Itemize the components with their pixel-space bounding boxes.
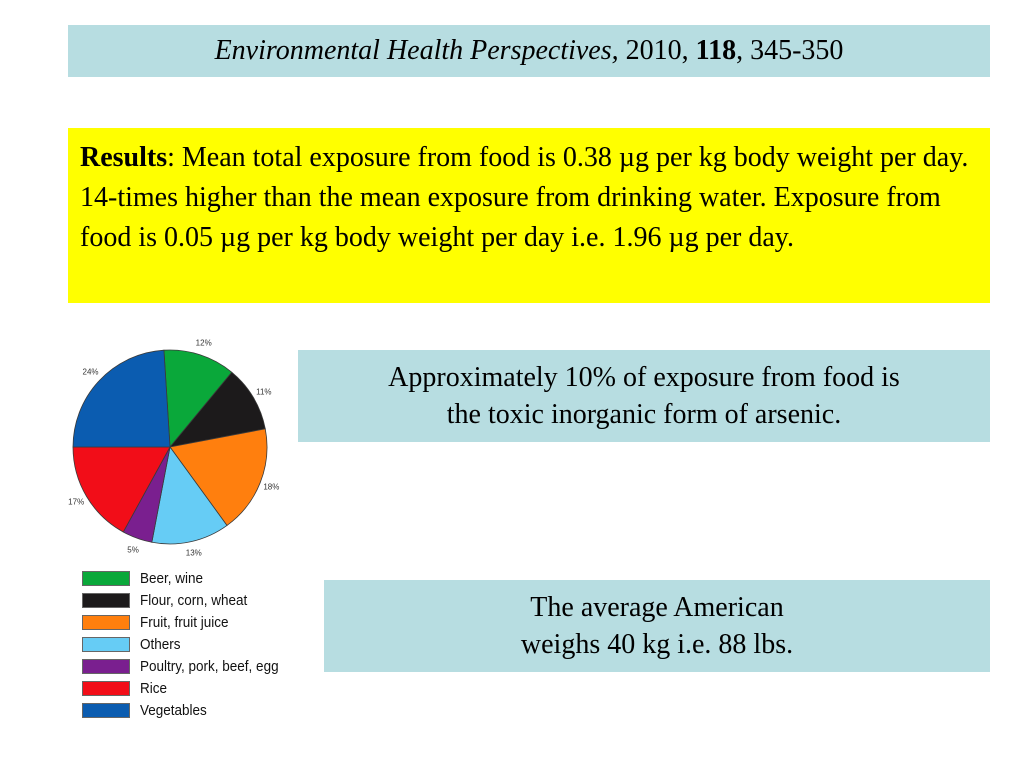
legend-label: Poultry, pork, beef, egg [140,657,279,675]
legend-swatch [82,570,130,586]
pie-slice [72,446,171,533]
legend-swatch [82,702,130,718]
pie-slice [151,446,228,545]
legend-swatch [82,636,130,652]
legend-item: Beer, wine [82,567,294,589]
results-text: : Mean total exposure from food is 0.38 … [80,142,969,253]
legend-swatch [82,614,130,630]
pie-slice [168,371,266,448]
pie-slice-label: 12% [195,338,212,348]
citation-banner: Environmental Health Perspectives, 2010,… [68,25,990,77]
weight-note-line2: weighs 40 kg i.e. 88 lbs. [520,629,794,660]
legend-swatch [82,592,130,608]
pie-slice [169,428,268,527]
inorganic-note-line1: Approximately 10% of exposure from food … [388,362,900,393]
legend-swatch [82,658,130,674]
citation-journal: Environmental Health Perspectives, [214,35,619,66]
legend-item: Fruit, fruit juice [82,611,294,633]
legend-item: Poultry, pork, beef, egg [82,655,294,677]
average-weight-note: The average American weighs 40 kg i.e. 8… [324,580,990,672]
legend-label: Beer, wine [140,569,204,587]
citation-pages: , 345-350 [736,35,844,66]
legend-item: Others [82,633,294,655]
pie-slice-label: 13% [185,548,202,558]
legend-swatch [82,680,130,696]
legend-item: Rice [82,677,294,699]
legend-label: Fruit, fruit juice [140,613,229,631]
weight-note-line1: The average American [530,592,784,623]
pie-slice-label: 24% [82,367,99,377]
pie-chart-graphic [72,349,268,545]
inorganic-note-line2: the toxic inorganic form of arsenic. [446,399,842,430]
pie-slice [72,349,171,448]
legend-label: Rice [140,679,168,697]
citation-year: 2010, [618,35,696,66]
pie-chart: 12% 11% 18% 13% 5% 17% 24% [60,335,290,560]
results-label: Results [80,142,168,173]
pie-slice-label: 11% [256,387,272,396]
legend-item: Vegetables [82,699,294,721]
pie-slice-label: 18% [263,482,280,492]
legend-label: Flour, corn, wheat [140,591,248,609]
inorganic-arsenic-note: Approximately 10% of exposure from food … [298,350,990,442]
pie-slice [163,349,233,449]
legend-item: Flour, corn, wheat [82,589,294,611]
legend-label: Vegetables [140,701,207,719]
pie-legend: Beer, wine Flour, corn, wheat Fruit, fruit… [82,567,294,721]
pie-slice-label: 17% [68,497,85,507]
results-box: Results: Mean total exposure from food i… [68,128,990,303]
citation-volume: 118 [695,35,737,66]
pie-slice-label: 5% [127,545,139,555]
legend-label: Others [140,635,181,653]
